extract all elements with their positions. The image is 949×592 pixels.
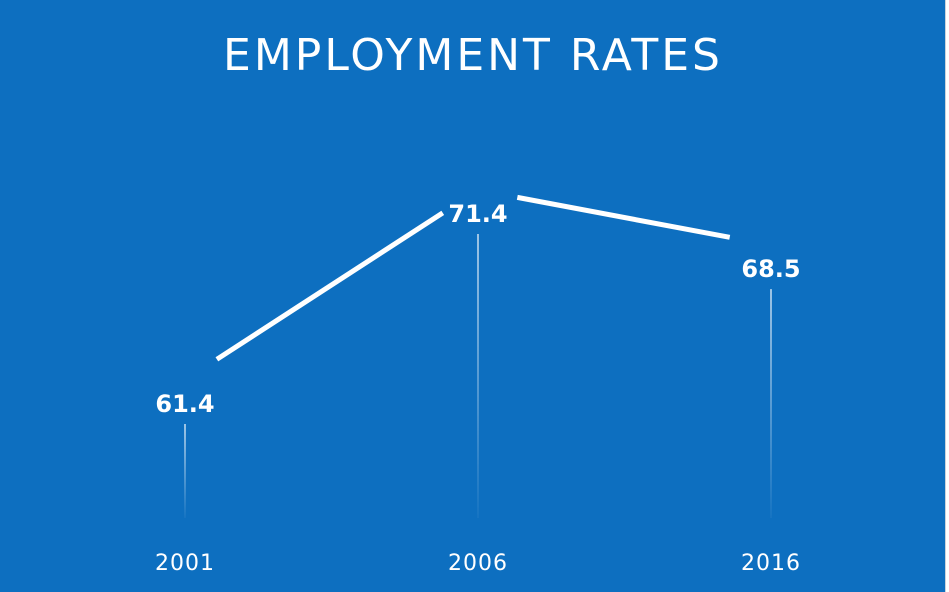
line-segment-2001-2006 <box>215 210 445 362</box>
x-tick-2006: 2006 <box>448 551 508 576</box>
data-label-2006: 71.4 <box>448 200 507 228</box>
data-labels: 61.4 71.4 68.5 <box>155 200 800 418</box>
drop-line-2006 <box>477 234 479 518</box>
drop-lines <box>184 234 772 518</box>
data-label-2001: 61.4 <box>155 390 214 418</box>
drop-line-2001 <box>184 424 186 518</box>
x-tick-2016: 2016 <box>741 551 801 576</box>
x-tick-2001: 2001 <box>155 551 215 576</box>
line-segment-2006-2016 <box>516 194 731 240</box>
chart-title: EMPLOYMENT RATES <box>223 30 723 81</box>
x-axis-ticks: 2001 2006 2016 <box>155 551 801 576</box>
data-label-2016: 68.5 <box>741 255 800 283</box>
drop-line-2016 <box>770 289 772 518</box>
series-line <box>215 194 731 362</box>
